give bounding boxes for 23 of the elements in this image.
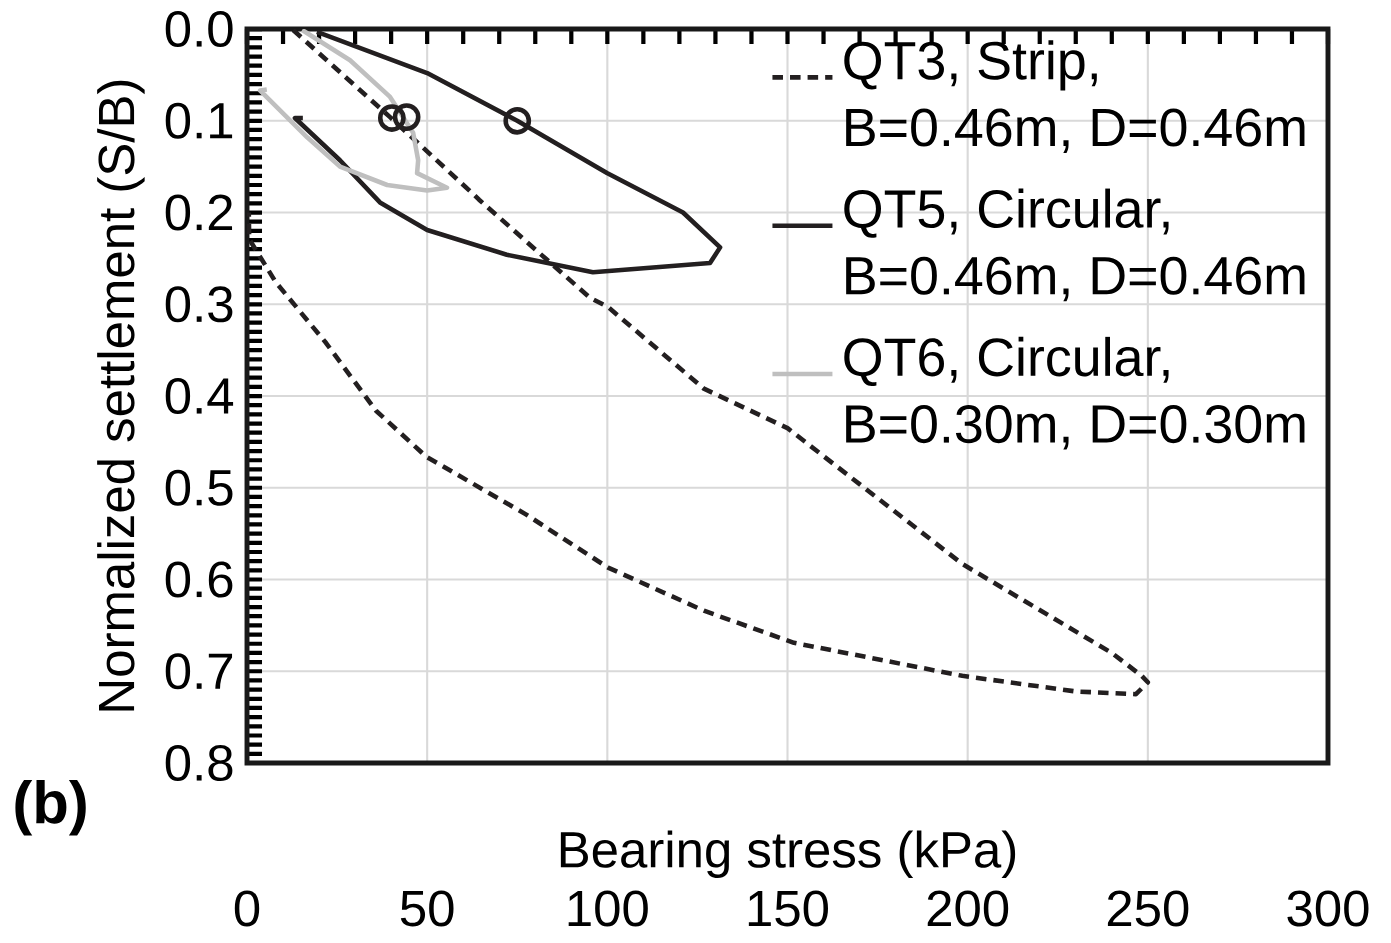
y-tick-label: 0.7: [165, 653, 233, 690]
y-tick-label: 0.6: [165, 561, 233, 598]
x-tick-label: 300: [1287, 890, 1369, 927]
x-tick-label: 150: [748, 890, 828, 927]
legend-label: QT3, Strip, B=0.46m, D=0.46m: [844, 40, 1305, 153]
y-tick-label: 0.3: [165, 286, 233, 323]
y-tick-label: 0.5: [165, 469, 233, 506]
y-tick-label: 0.0: [165, 10, 233, 48]
x-axis-title: Bearing stress (kPa): [560, 830, 1016, 878]
y-tick-label: 0.2: [165, 194, 233, 231]
y-tick-label: 0.1: [165, 102, 233, 139]
line-series: [257, 29, 450, 193]
legend-label: QT6, Circular, B=0.30m, D=0.30m: [844, 336, 1305, 450]
x-tick-label: 250: [1107, 890, 1189, 927]
y-axis-title: Normalized settlement (S/B): [97, 80, 145, 711]
x-tick-label: 200: [927, 890, 1009, 927]
x-tick-label: 100: [568, 890, 648, 927]
text: (b): [15, 779, 86, 836]
x-tick-label: 0: [234, 890, 260, 927]
legend-label: QT5, Circular, B=0.46m, D=0.46m: [844, 188, 1305, 302]
y-tick-label: 0.8: [165, 744, 233, 782]
x-tick-label: 50: [400, 890, 454, 927]
y-tick-label: 0.4: [165, 377, 234, 415]
